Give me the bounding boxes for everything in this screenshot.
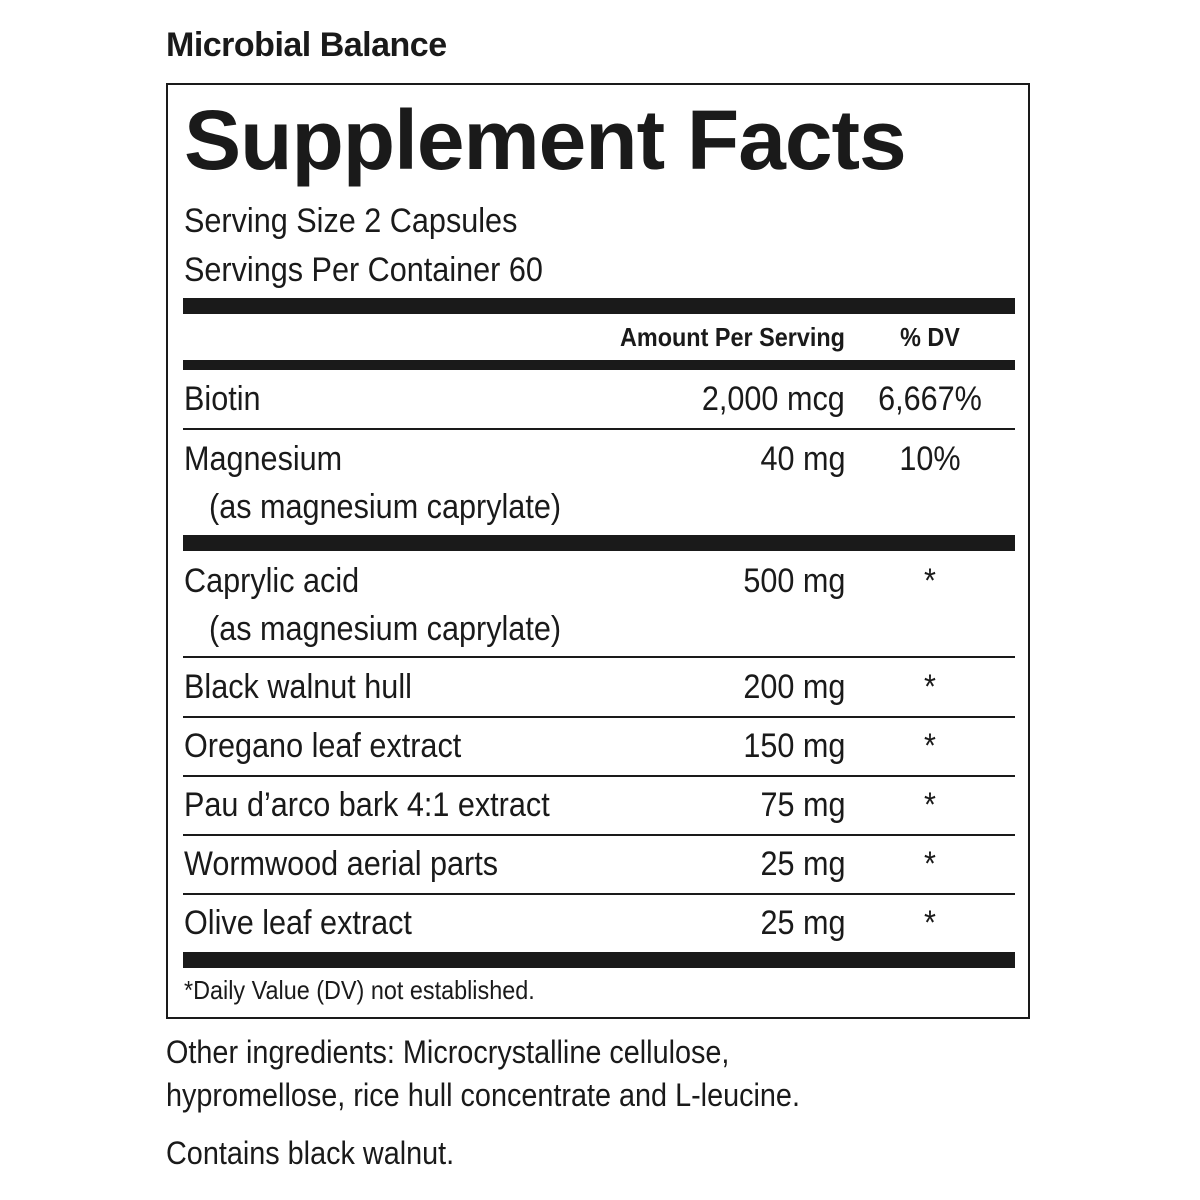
- thick-divider: [183, 535, 1015, 551]
- nutrient-source: (as magnesium caprylate): [209, 610, 562, 648]
- other-ingredients-line2: hypromellose, rice hull concentrate and …: [166, 1077, 800, 1113]
- row-divider: [183, 893, 1015, 895]
- nutrient-dv: *: [924, 562, 936, 600]
- panel-title: Supplement Facts: [184, 93, 907, 187]
- nutrient-dv: *: [924, 727, 936, 765]
- thick-divider: [183, 298, 1015, 314]
- nutrient-dv: *: [924, 904, 936, 942]
- row-divider: [183, 656, 1015, 658]
- serving-size: Serving Size 2 Capsules: [184, 202, 518, 240]
- nutrient-dv: *: [924, 845, 936, 883]
- row-divider: [183, 428, 1015, 430]
- nutrient-amount: 25 mg: [759, 904, 845, 942]
- row-divider: [183, 716, 1015, 718]
- other-ingredients-line1: Other ingredients: Microcrystalline cell…: [166, 1034, 730, 1070]
- header-dv: % DV: [900, 322, 960, 352]
- nutrient-name: Magnesium: [184, 440, 343, 478]
- nutrient-name: Caprylic acid: [184, 562, 360, 600]
- nutrient-dv: *: [924, 668, 936, 706]
- nutrient-name: Black walnut hull: [184, 668, 412, 706]
- allergen-statement: Contains black walnut.: [166, 1135, 455, 1171]
- product-name: Microbial Balance: [166, 26, 447, 64]
- nutrient-name: Olive leaf extract: [184, 904, 412, 942]
- row-divider: [183, 775, 1015, 777]
- servings-per-container: Servings Per Container 60: [184, 251, 543, 289]
- thick-divider: [183, 952, 1015, 968]
- nutrient-dv: 10%: [899, 440, 961, 478]
- header-amount: Amount Per Serving: [620, 322, 845, 352]
- nutrient-amount: 150 mg: [742, 727, 845, 765]
- nutrient-name: Biotin: [184, 380, 261, 418]
- nutrient-amount: 75 mg: [759, 786, 845, 824]
- nutrient-amount: 40 mg: [759, 440, 845, 478]
- nutrient-name: Pau d’arco bark 4:1 extract: [184, 786, 550, 824]
- nutrient-amount: 25 mg: [759, 845, 845, 883]
- supplement-facts-panel: [166, 83, 1030, 1019]
- medium-divider: [183, 360, 1015, 370]
- nutrient-name: Wormwood aerial parts: [184, 845, 499, 883]
- nutrient-amount: 2,000 mcg: [702, 380, 845, 418]
- nutrient-name: Oregano leaf extract: [184, 727, 462, 765]
- nutrient-amount: 500 mg: [742, 562, 845, 600]
- row-divider: [183, 834, 1015, 836]
- nutrient-dv: 6,667%: [878, 380, 982, 418]
- footnote: *Daily Value (DV) not established.: [184, 975, 535, 1005]
- nutrient-amount: 200 mg: [742, 668, 845, 706]
- nutrient-source: (as magnesium caprylate): [209, 488, 562, 526]
- nutrient-dv: *: [924, 786, 936, 824]
